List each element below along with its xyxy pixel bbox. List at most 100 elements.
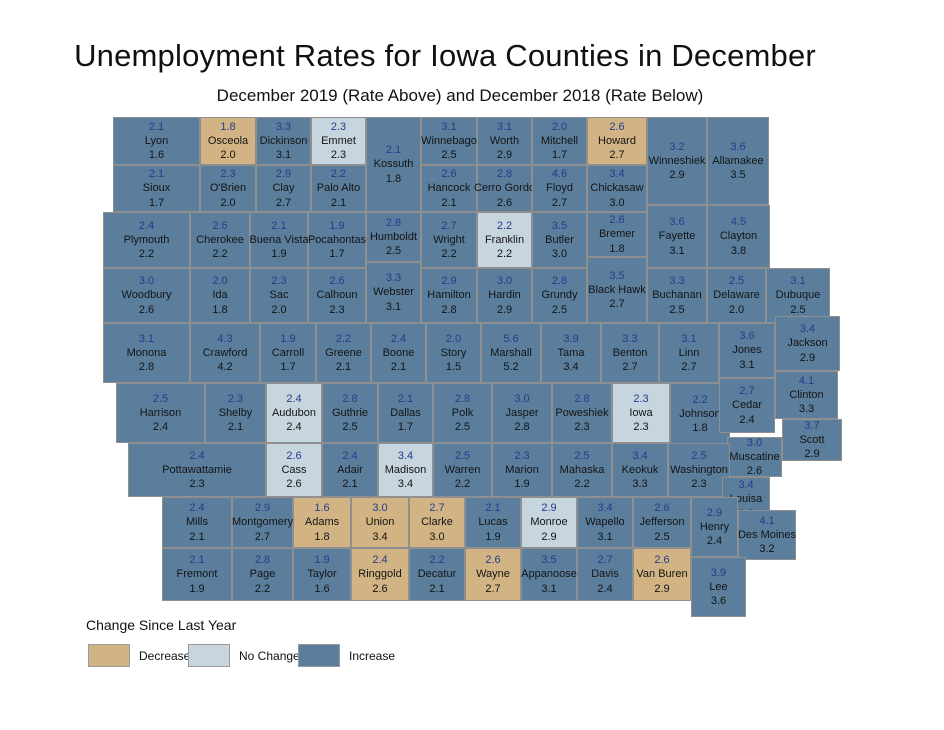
county-ida: 2.0 Ida 1.8 (190, 268, 250, 323)
county-davis: 2.7 Davis 2.4 (577, 548, 633, 601)
county-name: Marshall (490, 346, 532, 359)
county-name: Washington (670, 463, 728, 476)
county-washington: 2.5 Washington 2.3 (668, 443, 730, 497)
county-cerro-gordo: 2.8 Cerro Gordo 2.6 (474, 165, 535, 212)
rate-above: 1.9 (280, 332, 296, 345)
county-cedar: 2.7 Cedar 2.4 (719, 378, 775, 433)
county-linn: 3.1 Linn 2.7 (659, 323, 719, 383)
county-name: Montgomery (231, 516, 294, 529)
rate-below: 2.9 (496, 149, 513, 162)
county-sac: 2.3 Sac 2.0 (250, 268, 308, 323)
county-name: Story (440, 346, 467, 359)
rate-below: 2.1 (227, 421, 244, 434)
rate-below: 2.6 (496, 196, 513, 209)
county-lee: 3.9 Lee 3.6 (691, 557, 746, 617)
county-name: Winnebago (421, 134, 477, 147)
county-story: 2.0 Story 1.5 (426, 323, 481, 383)
county-name: Fremont (176, 568, 218, 581)
county-name: Clayton (719, 230, 758, 243)
rate-above: 2.1 (148, 120, 165, 133)
county-name: Monona (126, 346, 167, 359)
county-name: Woodbury (121, 289, 172, 302)
county-name: Harrison (139, 406, 182, 419)
rate-above: 3.4 (738, 479, 754, 492)
rate-below: 2.7 (551, 196, 568, 209)
rate-above: 2.2 (496, 219, 513, 232)
rate-above: 3.1 (790, 275, 806, 288)
county-montgomery: 2.9 Montgomery 2.7 (232, 497, 293, 548)
county-name: Franklin (484, 233, 525, 246)
county-name: Howard (598, 134, 636, 147)
county-iowa: 2.3 Iowa 2.3 (612, 383, 670, 443)
county-name: Lyon (144, 134, 169, 147)
rate-above: 2.9 (275, 168, 292, 181)
county-name: Audubon (271, 406, 317, 419)
rate-above: 2.5 (152, 392, 169, 405)
rate-below: 2.9 (799, 351, 816, 364)
county-o-brien: 2.3 O'Brien 2.0 (200, 165, 256, 212)
county-franklin: 2.2 Franklin 2.2 (477, 212, 532, 268)
county-name: Taylor (307, 568, 337, 581)
rate-above: 3.0 (514, 392, 530, 405)
rate-above: 2.3 (514, 449, 530, 462)
rate-above: 3.1 (681, 332, 697, 345)
county-name: Webster (373, 286, 414, 299)
rate-above: 3.9 (710, 566, 727, 579)
county-cass: 2.6 Cass 2.6 (266, 443, 322, 497)
county-name: Decatur (417, 568, 457, 581)
rate-below: 3.4 (397, 478, 414, 491)
rate-above: 3.4 (609, 168, 625, 181)
county-name: Jasper (505, 406, 539, 419)
rate-below: 2.1 (342, 478, 358, 491)
rate-below: 2.8 (138, 361, 155, 374)
county-name: Chickasaw (590, 182, 644, 195)
rate-above: 3.4 (632, 449, 648, 462)
county-name: Hamilton (427, 289, 471, 302)
county-name: Hancock (427, 182, 471, 195)
county-palo-alto: 2.2 Palo Alto 2.1 (311, 165, 366, 212)
county-name: Iowa (629, 406, 653, 419)
county-adams: 1.6 Adams 1.8 (293, 497, 351, 548)
rate-above: 2.6 (212, 219, 228, 232)
county-wapello: 3.4 Wapello 3.1 (577, 497, 633, 548)
county-benton: 3.3 Benton 2.7 (601, 323, 659, 383)
rate-above: 2.8 (342, 392, 358, 405)
rate-above: 2.0 (212, 275, 228, 288)
county-jasper: 3.0 Jasper 2.8 (492, 383, 552, 443)
rate-below: 2.5 (385, 245, 402, 258)
rate-above: 2.5 (691, 449, 707, 462)
rate-above: 4.1 (798, 374, 815, 387)
rate-below: 2.8 (441, 303, 457, 316)
rate-above: 3.1 (138, 332, 155, 345)
county-name: Tama (557, 346, 585, 359)
rate-below: 1.8 (314, 530, 330, 543)
rate-above: 3.4 (397, 449, 414, 462)
rate-below: 3.0 (609, 196, 625, 209)
rate-below: 2.6 (746, 465, 763, 478)
county-polk: 2.8 Polk 2.5 (433, 383, 492, 443)
county-clayton: 4.5 Clayton 3.8 (707, 205, 770, 268)
county-emmet: 2.3 Emmet 2.3 (311, 117, 366, 165)
county-fayette: 3.6 Fayette 3.1 (647, 205, 707, 268)
page-subtitle: December 2019 (Rate Above) and December … (216, 86, 704, 105)
county-name: Des Moines (737, 528, 797, 541)
county-dubuque: 3.1 Dubuque 2.5 (766, 268, 830, 323)
county-name: Lucas (478, 516, 508, 529)
county-name: Emmet (321, 134, 356, 147)
rate-above: 2.1 (385, 144, 402, 157)
rate-below: 2.7 (485, 582, 501, 595)
rate-above: 2.6 (654, 502, 670, 515)
rate-above: 2.2 (330, 168, 347, 181)
county-grundy: 2.8 Grundy 2.5 (532, 268, 587, 323)
rate-above: 2.4 (189, 502, 205, 515)
county-name: Buena Vista (249, 233, 309, 246)
rate-below: 2.7 (254, 530, 271, 543)
rate-above: 2.6 (485, 554, 501, 567)
rate-above: 2.6 (329, 275, 345, 288)
rate-below: 2.1 (429, 582, 445, 595)
rate-below: 3.4 (563, 361, 579, 374)
county-allamakee: 3.6 Allamakee 3.5 (707, 117, 769, 205)
county-name: Buchanan (652, 289, 702, 302)
county-buchanan: 3.3 Buchanan 2.5 (647, 268, 707, 323)
rate-below: 2.2 (496, 248, 513, 261)
